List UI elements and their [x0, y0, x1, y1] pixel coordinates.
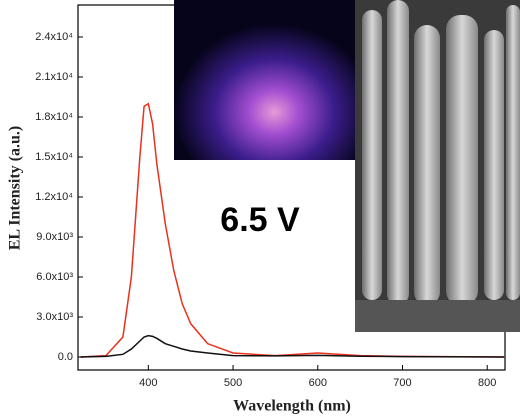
y-axis-label: EL Intensity (a.u.) — [7, 126, 24, 250]
x-tick-label: 500 — [224, 377, 242, 389]
y-tick-label: 1.2x10⁴ — [35, 191, 73, 203]
x-tick-label: 800 — [478, 377, 496, 389]
y-tick-label: 6.0x10³ — [36, 271, 73, 283]
y-tick-label: 9.0x10³ — [36, 231, 73, 243]
annotation: 6.5 V — [220, 201, 300, 239]
y-tick-label: 2.4x10⁴ — [35, 31, 73, 43]
x-tick-label: 400 — [139, 377, 157, 389]
sem-image — [355, 0, 520, 332]
y-tick-label: 1.5x10⁴ — [35, 151, 73, 163]
series-line — [80, 102, 505, 358]
y-tick-label: 3.0x10³ — [36, 311, 73, 323]
series-line — [80, 334, 505, 358]
x-tick-label: 600 — [309, 377, 327, 389]
x-axis-label: Wavelength (nm) — [233, 398, 351, 415]
x-tick-label: 700 — [393, 377, 411, 389]
y-tick-label: 2.1x10⁴ — [35, 71, 73, 83]
emission-photo — [174, 0, 356, 160]
plot-area — [80, 102, 505, 358]
y-tick-label: 0.0 — [58, 351, 73, 363]
y-tick-label: 1.8x10⁴ — [35, 111, 73, 123]
